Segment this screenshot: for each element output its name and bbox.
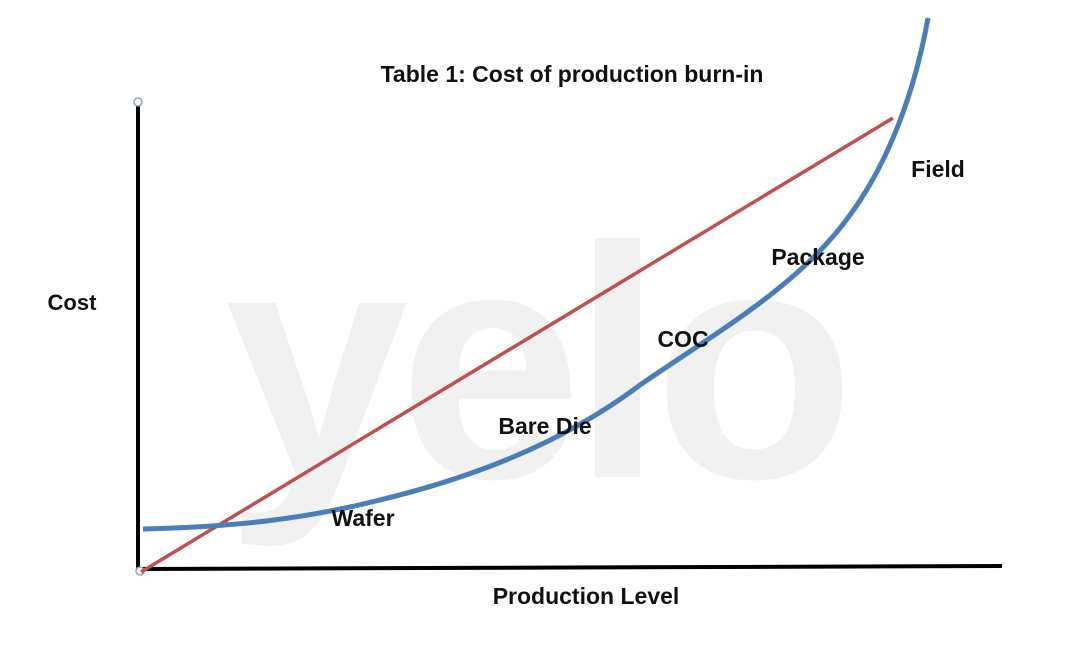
- stage-label: Field: [911, 156, 965, 182]
- linear-cost-line: [140, 116, 894, 574]
- cost-curve: [142, 17, 931, 532]
- watermark: yelo: [225, 178, 845, 549]
- stage-label: Wafer: [331, 505, 394, 531]
- x-axis: [135, 564, 1003, 571]
- stage-label: Package: [771, 244, 864, 270]
- x-axis-label: Production Level: [493, 583, 680, 609]
- stage-label: Bare Die: [498, 413, 591, 439]
- title: Table 1: Cost of production burn-in: [381, 61, 764, 87]
- stage-label: COC: [657, 326, 708, 352]
- y-axis-label: Cost: [48, 290, 98, 315]
- axis-handle: [133, 97, 143, 107]
